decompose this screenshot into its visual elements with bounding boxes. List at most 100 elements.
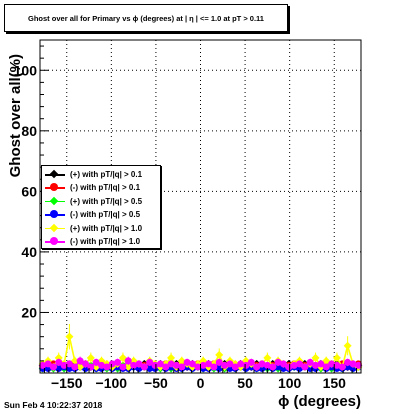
data-point (188, 360, 196, 368)
data-point (146, 358, 154, 366)
data-point (333, 361, 341, 369)
legend-marker (50, 237, 58, 245)
x-tick-label: 150 (323, 375, 347, 391)
data-point (210, 363, 218, 371)
data-point (269, 363, 277, 371)
data-point (87, 363, 95, 371)
data-point (44, 360, 52, 368)
data-point (124, 357, 132, 365)
data-point (76, 357, 84, 365)
legend-entry: (+) with pT/|q| > 0.1 (42, 168, 160, 181)
data-point (65, 332, 74, 341)
data-point (285, 363, 293, 371)
data-point (332, 353, 341, 362)
data-point (343, 341, 352, 350)
data-point (274, 358, 282, 366)
legend-marker (50, 183, 58, 192)
timestamp: Sun Feb 4 10:22:37 2018 (4, 400, 103, 410)
x-tick-label: 100 (278, 375, 302, 391)
legend-entry: (-) with pT/|q| > 1.0 (42, 235, 160, 248)
y-axis-title: Ghost over all(%) (7, 54, 24, 177)
data-point (237, 360, 245, 368)
data-point (215, 350, 224, 359)
data-point (98, 361, 106, 369)
data-point (65, 360, 73, 368)
data-point (135, 360, 143, 368)
data-point (311, 353, 320, 362)
data-point (317, 360, 325, 368)
data-point (167, 360, 175, 368)
data-point (70, 356, 79, 365)
legend-label: (+) with pT/|q| > 1.0 (70, 223, 143, 233)
data-point (199, 361, 207, 369)
legend-entry: (+) with pT/|q| > 0.5 (42, 195, 160, 208)
legend-marker (49, 169, 59, 179)
legend-marker (50, 210, 58, 219)
data-point (81, 360, 89, 368)
data-point (118, 353, 127, 362)
y-tick-label: 100 (14, 62, 38, 78)
data-point (71, 363, 79, 371)
data-point (338, 363, 346, 371)
axis-ticks: −150 −100 −50 0 50 100 150 20 40 60 80 100 (14, 45, 362, 391)
data-point (162, 363, 170, 371)
data-point (221, 361, 229, 369)
chart-legend: (+) with pT/|q| > 0.1 (-) with pT/|q| > 0… (41, 165, 161, 249)
data-point (114, 358, 122, 366)
chart-title-text: Ghost over all for Primary vs ϕ (degrees… (28, 13, 264, 23)
chart-grid (40, 40, 361, 373)
data-point (258, 360, 266, 368)
legend-label: (-) with pT/|q| > 0.5 (70, 210, 141, 220)
x-axis-title: ϕ (degrees) (278, 393, 361, 410)
data-point (205, 360, 213, 368)
data-point (349, 360, 357, 368)
chart-title: Ghost over all for Primary vs ϕ (degrees… (4, 4, 288, 32)
data-point (306, 358, 314, 366)
data-point (39, 361, 47, 369)
legend-marker (49, 196, 59, 206)
legend-label: (+) with pT/|q| > 0.1 (70, 170, 143, 179)
data-point (130, 361, 138, 369)
legend-label: (+) with pT/|q| > 0.5 (70, 196, 143, 206)
data-point (151, 361, 159, 369)
data-point (231, 363, 239, 371)
data-point (354, 361, 362, 369)
legend-entry: (-) with pT/|q| > 0.5 (42, 208, 160, 221)
data-point (172, 361, 180, 369)
data-point (103, 363, 111, 371)
legend-label: (-) with pT/|q| > 1.0 (70, 237, 141, 246)
x-tick-label: 50 (237, 375, 253, 391)
data-point (242, 361, 250, 369)
y-tick-label: 60 (21, 183, 37, 199)
data-point (247, 358, 255, 366)
x-tick-label: −50 (144, 375, 168, 391)
data-point (60, 361, 68, 369)
y-tick-label: 40 (21, 244, 37, 260)
data-point (295, 360, 303, 368)
data-point (263, 353, 272, 362)
data-point (92, 358, 100, 366)
data-point (328, 360, 336, 368)
chart-data-layer (38, 323, 363, 373)
data-point (322, 356, 331, 365)
legend-marker (49, 223, 59, 232)
data-point (178, 363, 186, 371)
data-point (312, 361, 320, 369)
data-point (322, 363, 330, 371)
data-point (167, 353, 176, 362)
data-point (86, 353, 95, 362)
data-point (49, 363, 57, 371)
legend-label: (-) with pT/|q| > 0.1 (70, 183, 141, 193)
data-point (156, 360, 164, 368)
data-point (290, 361, 298, 369)
y-tick-label: 80 (21, 123, 37, 139)
data-point (119, 363, 127, 371)
data-point (76, 362, 85, 371)
data-point (263, 361, 271, 369)
legend-entry: (+) with pT/|q| > 1.0 (42, 222, 160, 235)
data-point (253, 363, 261, 371)
x-tick-label: 0 (197, 375, 205, 391)
legend-entry: (-) with pT/|q| > 0.1 (42, 181, 160, 194)
data-point (183, 358, 191, 366)
